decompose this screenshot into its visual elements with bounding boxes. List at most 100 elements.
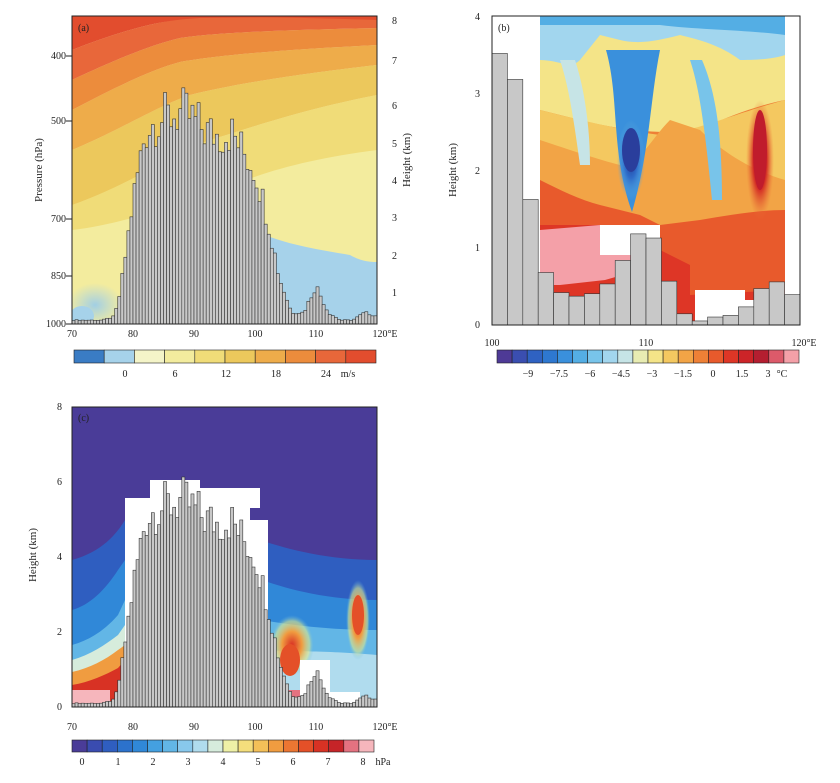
terrain-bar	[263, 609, 268, 708]
terrain-bar	[333, 316, 338, 325]
terrain-bar	[355, 316, 359, 325]
tick-label: 500	[51, 116, 66, 127]
terrain-bar	[236, 147, 241, 325]
terrain-bar	[83, 703, 88, 708]
colorbar-swatch	[177, 739, 194, 753]
terrain-bar	[370, 315, 375, 325]
terrain-bar	[367, 697, 372, 708]
terrain-bar	[288, 307, 292, 325]
terrain-bar	[251, 566, 256, 708]
terrain-bar	[215, 521, 219, 708]
colorbar-label: −3	[647, 369, 658, 380]
colorbar-swatch	[738, 349, 754, 364]
tick-label: 0	[57, 702, 62, 713]
terrain-bar	[138, 150, 143, 325]
terrain-bar	[196, 102, 201, 325]
terrain-bar	[260, 575, 265, 708]
colorbar-swatch	[194, 349, 226, 364]
colorbar-swatch	[708, 349, 724, 364]
terrain-bar	[77, 320, 82, 325]
tick-label: 2	[392, 251, 397, 262]
terrain-bar	[120, 273, 125, 325]
terrain-bar	[141, 531, 146, 708]
terrain-bar	[318, 679, 323, 708]
terrain-bar	[80, 319, 85, 325]
terrain-bar	[160, 510, 164, 708]
tick-label: 2	[57, 627, 62, 638]
colorbar-swatch	[511, 349, 528, 364]
terrain-bar	[178, 108, 183, 325]
terrain-bar	[236, 535, 241, 708]
terrain-bar	[193, 504, 198, 708]
terrain-bar	[330, 698, 335, 708]
terrain-bar	[163, 481, 167, 708]
tick-label: 70	[67, 329, 77, 340]
colorbar-label: 0	[80, 757, 85, 768]
terrain-bar	[282, 291, 286, 325]
terrain-bar	[205, 510, 210, 708]
panel-a-y-left-title: Pressure (hPa)	[33, 138, 45, 202]
terrain-bar	[239, 519, 244, 708]
terrain-bar	[190, 104, 195, 325]
terrain-bar	[227, 150, 231, 325]
colorbar-label: −7.5	[550, 369, 568, 380]
terrain-bar	[312, 676, 317, 708]
terrain-bar	[218, 538, 222, 708]
tick-label: 5	[392, 139, 397, 150]
colorbar-label: °C	[777, 369, 788, 380]
colorbar-label: m/s	[341, 369, 356, 380]
colorbar-swatch	[632, 349, 649, 364]
terrain-bar	[321, 687, 326, 708]
terrain-bar	[83, 319, 88, 325]
terrain-bar	[370, 698, 375, 708]
terrain-bar	[346, 319, 350, 325]
colorbar-swatch	[73, 349, 105, 364]
terrain-bar	[279, 667, 283, 708]
colorbar-label: 6	[173, 369, 178, 380]
terrain-bar	[738, 306, 755, 326]
terrain-bar	[205, 122, 210, 325]
colorbar-label: hPa	[376, 757, 392, 768]
terrain-bar	[105, 701, 109, 708]
panel-b-x-ticks: 100 110 120°E	[485, 338, 817, 349]
colorbar-label: −4.5	[612, 369, 630, 380]
terrain-bar	[337, 702, 341, 708]
terrain-bar	[291, 313, 295, 325]
colorbar-swatch	[557, 349, 573, 364]
terrain-bar	[645, 237, 662, 326]
terrain-bar	[257, 201, 262, 325]
terrain-bar	[349, 320, 353, 325]
terrain-bar	[327, 697, 332, 708]
tick-label: 120°E	[791, 338, 816, 349]
terrain-bar	[266, 233, 271, 325]
terrain-bar	[355, 699, 359, 708]
panel-b-y-title: Height (km)	[447, 143, 459, 197]
colorbar-swatch	[313, 739, 330, 753]
terrain-bar	[599, 283, 616, 326]
terrain-bar	[676, 313, 693, 326]
colorbar-swatch	[345, 349, 377, 364]
terrain-bar	[230, 118, 234, 325]
terrain-bar	[218, 151, 222, 325]
panel-c-x-ticks: 70 80 90 100 110 120°E	[67, 722, 398, 733]
panel-c-y-ticks: 0 2 4 6 8	[57, 402, 62, 713]
terrain-bar	[269, 632, 274, 708]
terrain-bar	[160, 122, 164, 325]
panel-a: (a) Pressure (hPa) Height (km) 70 80 90 …	[33, 15, 413, 380]
terrain-bar	[254, 574, 259, 708]
tick-label: 6	[57, 477, 62, 488]
terrain-bar	[102, 701, 106, 708]
colorbar-label: 24	[321, 369, 331, 380]
terrain-bar	[184, 481, 189, 708]
panel-c-y-title: Height (km)	[27, 528, 39, 582]
tick-label: 1000	[46, 319, 66, 330]
colorbar-swatch	[103, 349, 135, 364]
tick-label: 4	[57, 552, 62, 563]
panel-a-height-ticks: 1 2 3 4 5 6 7 8	[392, 16, 397, 299]
terrain-bar	[279, 282, 283, 325]
terrain-bar	[614, 260, 631, 326]
tick-label: 110	[639, 338, 654, 349]
terrain-bar	[151, 512, 155, 708]
terrain-bar	[349, 703, 353, 708]
tick-label: 100	[248, 329, 263, 340]
